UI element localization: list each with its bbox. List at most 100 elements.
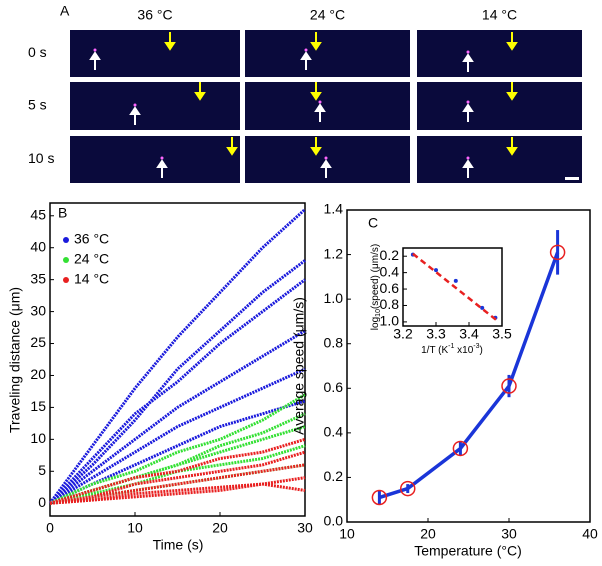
row-label: 5 s bbox=[28, 97, 47, 113]
white-arrow bbox=[300, 51, 312, 70]
legend-marker bbox=[63, 237, 69, 243]
micrograph bbox=[417, 136, 582, 183]
y-axis-label: Average speed (μm/s) bbox=[291, 297, 307, 435]
particle bbox=[466, 156, 470, 160]
yellow-arrow bbox=[310, 137, 322, 156]
particle bbox=[324, 156, 328, 160]
label-part: log bbox=[370, 317, 381, 330]
particle bbox=[93, 48, 97, 52]
label-part: -3 bbox=[473, 343, 479, 350]
point-marker bbox=[371, 489, 388, 506]
white-arrow bbox=[89, 51, 101, 70]
column-label: 24 °C bbox=[310, 7, 345, 23]
y-tick-label: 1.4 bbox=[324, 201, 344, 217]
trace bbox=[49, 367, 306, 505]
y-tick-label: 1.0 bbox=[380, 313, 400, 329]
row-label: 0 s bbox=[28, 44, 47, 60]
white-arrow bbox=[462, 53, 474, 72]
column-label: 14 °C bbox=[482, 7, 517, 23]
legend-label: 14 °C bbox=[74, 271, 109, 287]
micrograph bbox=[245, 82, 410, 130]
micrograph bbox=[70, 136, 240, 183]
y-tick-label: 0.8 bbox=[380, 296, 400, 312]
particle bbox=[160, 156, 164, 160]
x-tick-label: 10 bbox=[127, 519, 143, 535]
trace bbox=[48, 278, 306, 505]
label-part: 1/T (K bbox=[421, 345, 448, 356]
particle bbox=[304, 48, 308, 52]
y-tick-label: 1.2 bbox=[324, 245, 344, 261]
yellow-arrow bbox=[164, 32, 176, 51]
micrograph bbox=[70, 82, 240, 130]
x-tick-label: 20 bbox=[420, 525, 436, 541]
legend-label: 36 °C bbox=[74, 231, 109, 247]
y-tick-label: 30 bbox=[30, 302, 46, 318]
y-tick-label: 0.6 bbox=[380, 280, 400, 296]
micrograph bbox=[417, 30, 582, 77]
x-axis-label: Time (s) bbox=[153, 537, 204, 553]
x-tick-label: 20 bbox=[212, 519, 228, 535]
trace bbox=[49, 444, 306, 505]
micrograph bbox=[70, 30, 240, 77]
white-arrow bbox=[314, 103, 326, 122]
inset-x-label: 1/T (K-1 x10-3) bbox=[421, 343, 483, 355]
y-tick-label: 0.2 bbox=[380, 247, 400, 263]
legend-marker bbox=[63, 257, 69, 263]
yellow-arrow bbox=[194, 82, 206, 101]
yellow-arrow bbox=[506, 137, 518, 156]
trace bbox=[49, 482, 306, 505]
trace bbox=[49, 450, 306, 505]
y-tick-label: 35 bbox=[30, 270, 46, 286]
panel-label: B bbox=[58, 205, 67, 221]
trace bbox=[49, 329, 306, 505]
yellow-arrow bbox=[506, 32, 518, 51]
particle bbox=[466, 100, 470, 104]
particle bbox=[133, 103, 137, 107]
white-arrow bbox=[129, 106, 141, 125]
trace bbox=[49, 393, 306, 505]
white-arrow bbox=[156, 159, 168, 178]
yellow-arrow bbox=[310, 32, 322, 51]
label-part: ) bbox=[480, 345, 483, 356]
x-tick-label: 40 bbox=[582, 525, 598, 541]
axes-frame bbox=[402, 247, 503, 327]
x-tick-label: 10 bbox=[339, 525, 355, 541]
trace bbox=[49, 412, 306, 505]
point-marker bbox=[452, 440, 469, 457]
x-tick-label: 3.3 bbox=[426, 326, 446, 342]
point-marker bbox=[549, 244, 566, 261]
label-part: 10 bbox=[375, 309, 382, 317]
y-tick-label: 5 bbox=[38, 462, 46, 478]
white-arrow bbox=[462, 103, 474, 122]
yellow-arrow bbox=[506, 82, 518, 101]
micrograph bbox=[245, 136, 410, 183]
legend-label: 24 °C bbox=[74, 251, 109, 267]
panel-label: C bbox=[368, 215, 378, 231]
x-tick-label: 3.4 bbox=[459, 326, 479, 342]
yellow-arrow bbox=[310, 82, 322, 101]
x-tick-label: 30 bbox=[297, 519, 313, 535]
y-tick-label: 0 bbox=[38, 494, 46, 510]
y-tick-label: 0.4 bbox=[324, 424, 344, 440]
axes-frame bbox=[49, 202, 306, 517]
point-marker bbox=[501, 378, 517, 394]
y-tick-label: 0.6 bbox=[324, 379, 344, 395]
row-label: 10 s bbox=[28, 150, 54, 166]
white-arrow bbox=[320, 159, 332, 178]
y-tick-label: 0.0 bbox=[324, 513, 344, 529]
label-part: (speed) (μm/s) bbox=[370, 244, 381, 309]
y-tick-label: 1.0 bbox=[324, 290, 344, 306]
micrograph bbox=[245, 30, 410, 77]
x-tick-label: 3.5 bbox=[492, 326, 512, 342]
y-tick-label: 20 bbox=[30, 366, 46, 382]
trace bbox=[48, 259, 306, 505]
y-tick-label: 25 bbox=[30, 334, 46, 350]
label-part: -1 bbox=[448, 343, 454, 350]
y-tick-label: 0.2 bbox=[324, 468, 344, 484]
micrograph bbox=[417, 82, 582, 130]
axes-frame bbox=[346, 209, 591, 523]
y-tick-label: 0.8 bbox=[324, 334, 344, 350]
particle bbox=[466, 50, 470, 54]
y-axis-label: Traveling distance (μm) bbox=[7, 287, 23, 433]
